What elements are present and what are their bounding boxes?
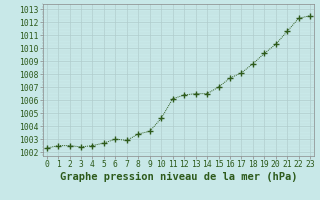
X-axis label: Graphe pression niveau de la mer (hPa): Graphe pression niveau de la mer (hPa) [60,172,297,182]
